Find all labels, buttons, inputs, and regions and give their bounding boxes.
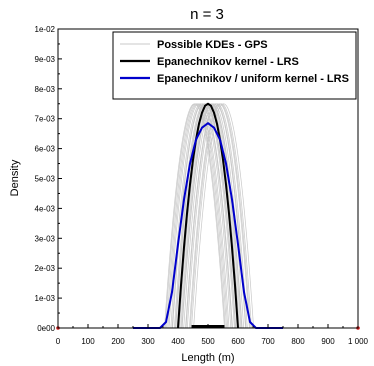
y-tick-label-1: 1e-03 bbox=[35, 294, 56, 303]
chart-title: n = 3 bbox=[190, 6, 224, 23]
x-axis-label: Length (m) bbox=[181, 352, 234, 364]
legend: Possible KDEs - GPS Epanechnikov kernel -… bbox=[113, 32, 356, 99]
x-tick-label-6: 600 bbox=[231, 337, 245, 346]
legend-label-0: Possible KDEs - GPS bbox=[157, 39, 268, 51]
series-line-epanechnikov-uniform bbox=[133, 123, 283, 328]
x-tick-label-0: 0 bbox=[56, 337, 61, 346]
x-tick-label-8: 800 bbox=[291, 337, 305, 346]
y-tick-label-10: 1e-02 bbox=[35, 25, 56, 34]
x-tick-label-4: 400 bbox=[171, 337, 185, 346]
y-tick-label-6: 6e-03 bbox=[35, 145, 56, 154]
y-tick-label-3: 3e-03 bbox=[35, 234, 56, 243]
x-tick-label-1: 100 bbox=[81, 337, 95, 346]
y-tick-label-8: 8e-03 bbox=[35, 85, 56, 94]
y-tick-label-9: 9e-03 bbox=[35, 55, 56, 64]
x-tick-label-3: 300 bbox=[141, 337, 155, 346]
y-tick-label-5: 5e-03 bbox=[35, 175, 56, 184]
y-tick-label-2: 2e-03 bbox=[35, 264, 56, 273]
x-tick-label-7: 700 bbox=[261, 337, 275, 346]
y-axis-label: Density bbox=[9, 159, 21, 196]
legend-label-1: Epanechnikov kernel - LRS bbox=[157, 56, 299, 68]
y-tick-label-7: 7e-03 bbox=[35, 115, 56, 124]
possible-kdes-bundle bbox=[165, 104, 254, 328]
x-tick-label-10: 1 000 bbox=[348, 337, 369, 346]
x-tick-label-5: 500 bbox=[201, 337, 215, 346]
legend-label-2: Epanechnikov / uniform kernel - LRS bbox=[157, 73, 349, 85]
x-tick-label-2: 200 bbox=[111, 337, 125, 346]
x-tick-label-9: 900 bbox=[321, 337, 335, 346]
y-tick-label-4: 4e-03 bbox=[35, 204, 56, 213]
y-tick-label-0: 0e00 bbox=[37, 324, 55, 333]
